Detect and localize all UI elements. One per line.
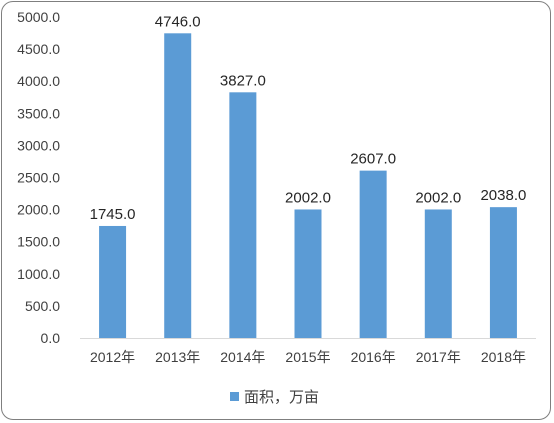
y-tick-label: 0.0 <box>41 330 61 346</box>
y-tick-label: 2500.0 <box>17 170 60 186</box>
y-tick-label: 3500.0 <box>17 105 60 121</box>
legend-swatch <box>230 392 239 401</box>
x-tick-label: 2014年 <box>220 349 265 365</box>
bar <box>229 92 257 338</box>
data-label: 4746.0 <box>155 13 201 30</box>
y-tick-label: 1500.0 <box>17 234 60 250</box>
y-tick-label: 3000.0 <box>17 137 60 153</box>
x-axis-ticks: 2012年 2013年 2014年 2015年 2016年 2017年 2018年 <box>90 349 526 365</box>
y-tick-label: 2000.0 <box>17 202 60 218</box>
x-tick-label: 2017年 <box>416 349 461 365</box>
x-tick-label: 2015年 <box>285 349 330 365</box>
bar <box>489 207 517 338</box>
y-tick-label: 1000.0 <box>17 266 60 282</box>
data-label: 1745.0 <box>90 206 136 223</box>
y-tick-label: 4000.0 <box>17 73 60 89</box>
x-tick-label: 2013年 <box>155 349 200 365</box>
bar <box>164 33 192 339</box>
legend: 面积，万亩 <box>230 388 319 406</box>
data-label: 2002.0 <box>415 189 461 206</box>
y-tick-label: 5000.0 <box>17 9 60 25</box>
x-tick-label: 2012年 <box>90 349 135 365</box>
data-labels: 1745.0 4746.0 3827.0 2002.0 2607.0 2002.0 2038… <box>90 13 527 223</box>
bar <box>99 225 127 338</box>
legend-label: 面积，万亩 <box>244 388 319 406</box>
y-tick-label: 4500.0 <box>17 41 60 57</box>
bar <box>294 209 322 338</box>
data-label: 3827.0 <box>220 72 266 89</box>
y-axis-ticks: 0.0 500.0 1000.0 1500.0 2000.0 2500.0 3000.0 35… <box>17 9 60 346</box>
data-label: 2002.0 <box>285 189 331 206</box>
data-label: 2607.0 <box>350 151 396 168</box>
data-label: 2038.0 <box>480 187 526 204</box>
bar <box>359 170 387 338</box>
bar <box>424 209 452 338</box>
y-tick-label: 500.0 <box>25 298 60 314</box>
x-tick-label: 2016年 <box>351 349 396 365</box>
bars <box>99 33 517 339</box>
x-tick-label: 2018年 <box>481 349 526 365</box>
